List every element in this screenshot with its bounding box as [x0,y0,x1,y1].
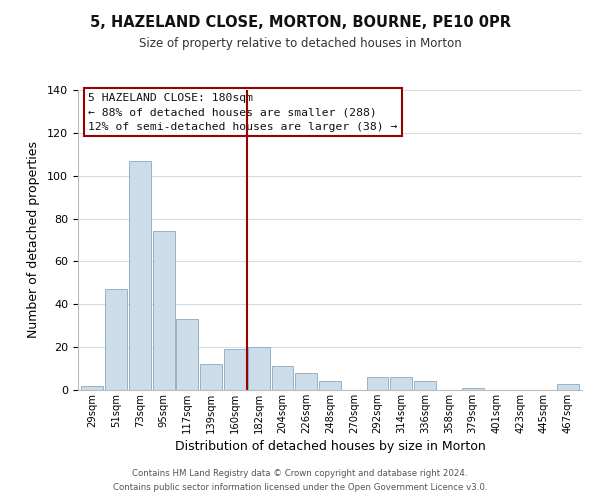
Text: Size of property relative to detached houses in Morton: Size of property relative to detached ho… [139,38,461,51]
Bar [414,382,436,390]
Bar [200,364,222,390]
Text: 5, HAZELAND CLOSE, MORTON, BOURNE, PE10 0PR: 5, HAZELAND CLOSE, MORTON, BOURNE, PE10 … [89,15,511,30]
Y-axis label: Number of detached properties: Number of detached properties [27,142,40,338]
X-axis label: Distribution of detached houses by size in Morton: Distribution of detached houses by size … [175,440,485,453]
Text: 5 HAZELAND CLOSE: 180sqm
← 88% of detached houses are smaller (288)
12% of semi-: 5 HAZELAND CLOSE: 180sqm ← 88% of detach… [88,93,397,132]
Bar [176,320,198,390]
Bar [272,366,293,390]
Bar [224,350,246,390]
Bar [105,290,127,390]
Bar [367,377,388,390]
Text: Contains HM Land Registry data © Crown copyright and database right 2024.: Contains HM Land Registry data © Crown c… [132,468,468,477]
Bar [152,232,175,390]
Bar [391,377,412,390]
Bar [462,388,484,390]
Bar [319,382,341,390]
Bar [295,373,317,390]
Bar [557,384,578,390]
Bar [248,347,269,390]
Bar [82,386,103,390]
Bar [129,160,151,390]
Text: Contains public sector information licensed under the Open Government Licence v3: Contains public sector information licen… [113,484,487,492]
